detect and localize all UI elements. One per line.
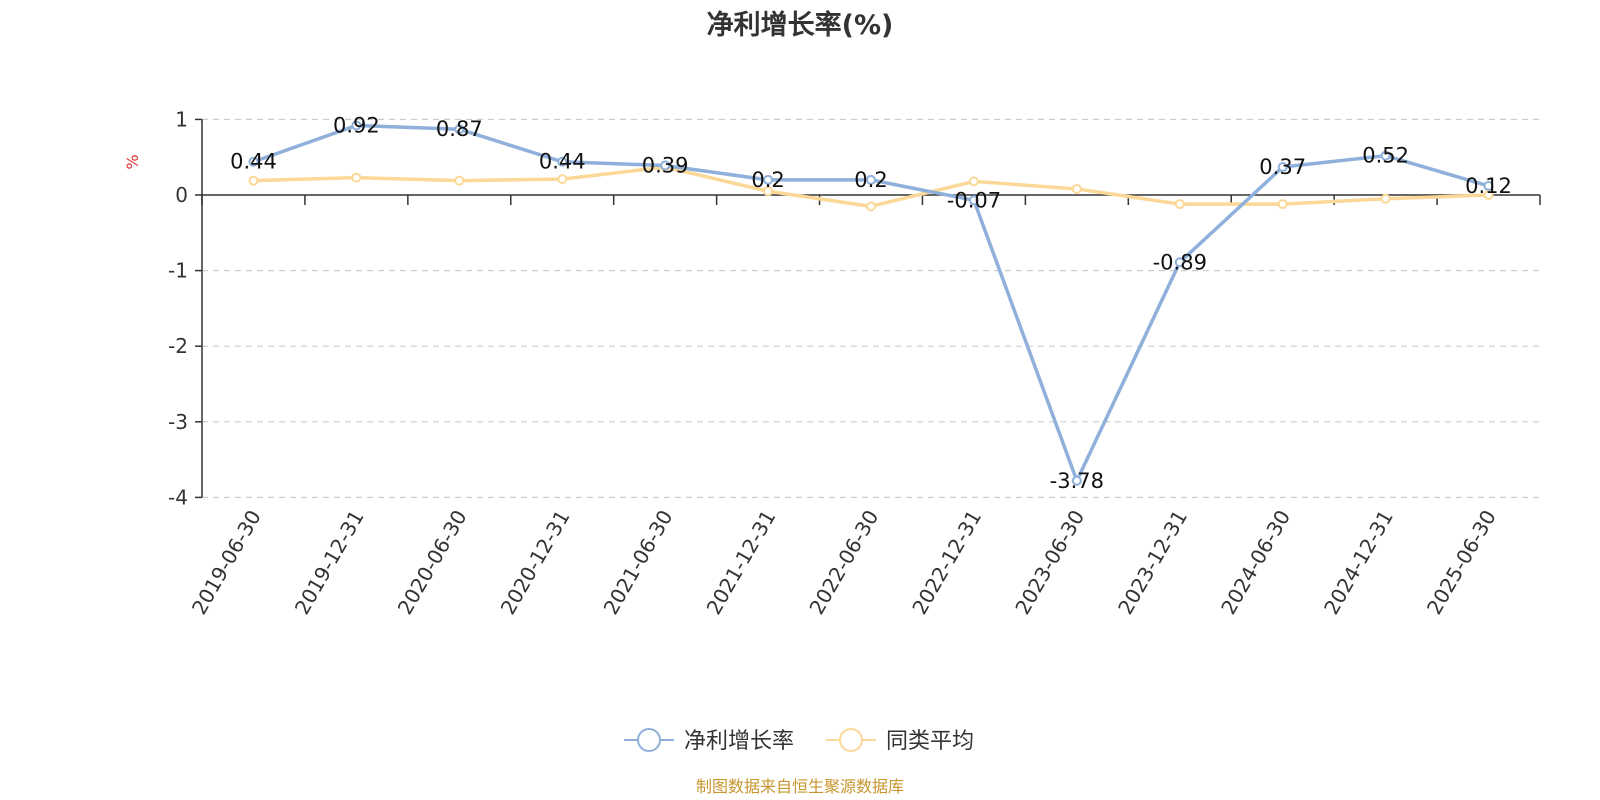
data-label: 0.92 (333, 113, 380, 137)
net-growth-point (1483, 180, 1494, 191)
x-tick-label: 2019-12-31 (290, 506, 369, 619)
y-axis-unit: % (123, 154, 142, 169)
x-tick-label: 2022-12-31 (907, 506, 986, 619)
x-tick-label: 2019-06-30 (187, 506, 266, 619)
grid-lines (202, 118, 1540, 498)
net-growth-point (1174, 257, 1185, 268)
x-tick-label: 2020-06-30 (393, 506, 472, 619)
y-tick-label: 0 (175, 183, 188, 207)
data-label: 0.44 (230, 150, 277, 174)
legend-label-peer-average: 同类平均 (886, 729, 974, 754)
x-tick-label: 2021-06-30 (599, 506, 678, 619)
y-tick-label: 1 (175, 107, 188, 131)
peer-average-point (557, 174, 568, 185)
y-tick-label: -3 (168, 410, 188, 434)
data-label: 0.37 (1259, 155, 1306, 179)
data-label: -0.07 (947, 188, 1001, 212)
data-label: 0.87 (436, 117, 483, 141)
net-growth-point (660, 160, 671, 171)
net-growth-point (866, 174, 876, 185)
net-growth-point (351, 120, 362, 131)
peer-average-point (1380, 193, 1391, 204)
peer-average-point (1483, 190, 1494, 200)
net-growth-point (763, 174, 774, 185)
peer-average-point (968, 176, 979, 187)
net-growth-point (248, 156, 259, 167)
legend-item-net-growth[interactable]: 净利增长率 (624, 728, 794, 754)
data-label: 0.2 (751, 168, 784, 192)
data-label: 0.2 (854, 168, 887, 192)
x-tick-label: 2025-06-30 (1422, 506, 1501, 619)
data-label: 0.12 (1465, 174, 1512, 198)
chart-title: 净利增长率(%) (707, 9, 894, 41)
legend-label-net-growth: 净利增长率 (684, 729, 794, 754)
x-tick-label: 2022-06-30 (804, 506, 883, 619)
net-growth-point (1380, 150, 1391, 161)
data-label: 0.44 (539, 150, 586, 174)
peer-average-point (1174, 199, 1185, 210)
peer-average-point (763, 186, 774, 197)
net-growth-point (454, 124, 465, 135)
source-note: 制图数据来自恒生聚源数据库 (696, 777, 904, 796)
data-label: -0.89 (1153, 250, 1207, 274)
series (248, 120, 1494, 486)
axes (201, 119, 1540, 498)
net-growth-point (1071, 475, 1082, 486)
peer-average-point (454, 175, 465, 186)
y-tick-label: -4 (168, 485, 188, 509)
data-label: 0.52 (1362, 144, 1409, 168)
net-growth-point (968, 195, 979, 206)
peer-average-point (1071, 183, 1082, 194)
x-tick-label: 2024-12-31 (1319, 506, 1398, 619)
data-label: 0.39 (642, 154, 689, 178)
peer-average-point (248, 175, 259, 186)
data-label: -3.78 (1050, 469, 1104, 493)
y-tick-label: -2 (168, 334, 188, 358)
y-tick-label: -1 (168, 259, 188, 283)
net-growth-point (557, 156, 568, 167)
legend-item-peer-average[interactable]: 同类平均 (826, 728, 974, 754)
x-tick-label: 2023-12-31 (1113, 506, 1192, 619)
x-tick-label: 2023-06-30 (1010, 506, 1089, 619)
peer-average-point (1277, 199, 1288, 210)
y-axis-ticks: 1 0 -1 -2 -3 -4 (168, 107, 202, 509)
x-tick-label: 2020-12-31 (496, 506, 575, 619)
peer-average-point (351, 172, 362, 183)
x-tick-label: 2021-12-31 (702, 506, 781, 619)
peer-average-point (866, 201, 876, 212)
x-axis-ticks: 2019-06-30 2019-12-31 2020-06-30 2020-12-31… (187, 195, 1541, 619)
legend: 净利增长率 同类平均 (624, 728, 974, 754)
net-growth-point (1277, 162, 1288, 173)
data-labels: 0.44 0.92 0.87 0.44 0.39 0.2 0.2 -0.07 -3.78 -0.8… (230, 113, 1512, 492)
x-tick-label: 2024-06-30 (1216, 506, 1295, 619)
